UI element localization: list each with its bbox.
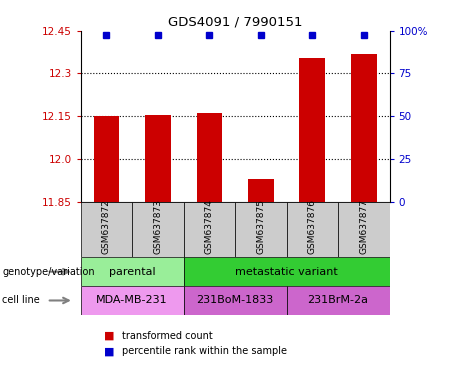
Text: GSM637876: GSM637876 xyxy=(308,199,317,254)
FancyBboxPatch shape xyxy=(183,257,390,286)
Text: GSM637872: GSM637872 xyxy=(102,199,111,254)
Title: GDS4091 / 7990151: GDS4091 / 7990151 xyxy=(168,15,302,28)
FancyBboxPatch shape xyxy=(183,286,287,315)
Text: 231BrM-2a: 231BrM-2a xyxy=(307,295,368,306)
Bar xyxy=(94,116,119,202)
Text: ■: ■ xyxy=(104,346,114,356)
Bar xyxy=(351,53,377,202)
FancyBboxPatch shape xyxy=(287,202,338,257)
Text: percentile rank within the sample: percentile rank within the sample xyxy=(122,346,287,356)
FancyBboxPatch shape xyxy=(81,286,183,315)
FancyBboxPatch shape xyxy=(183,202,235,257)
Text: GSM637874: GSM637874 xyxy=(205,199,214,254)
Bar xyxy=(145,115,171,202)
Bar xyxy=(196,113,222,202)
Text: 231BoM-1833: 231BoM-1833 xyxy=(196,295,274,306)
Text: cell line: cell line xyxy=(2,295,40,306)
FancyBboxPatch shape xyxy=(287,286,390,315)
Text: metastatic variant: metastatic variant xyxy=(235,266,338,277)
FancyBboxPatch shape xyxy=(235,202,287,257)
Text: genotype/variation: genotype/variation xyxy=(2,266,95,277)
Text: MDA-MB-231: MDA-MB-231 xyxy=(96,295,168,306)
Text: parental: parental xyxy=(109,266,155,277)
Text: GSM637875: GSM637875 xyxy=(256,199,266,254)
Text: ■: ■ xyxy=(104,331,114,341)
FancyBboxPatch shape xyxy=(81,202,132,257)
Text: GSM637873: GSM637873 xyxy=(154,199,162,254)
Text: GSM637877: GSM637877 xyxy=(359,199,368,254)
Bar xyxy=(300,58,325,202)
Text: transformed count: transformed count xyxy=(122,331,213,341)
FancyBboxPatch shape xyxy=(132,202,183,257)
FancyBboxPatch shape xyxy=(338,202,390,257)
FancyBboxPatch shape xyxy=(81,257,183,286)
Bar xyxy=(248,179,274,202)
